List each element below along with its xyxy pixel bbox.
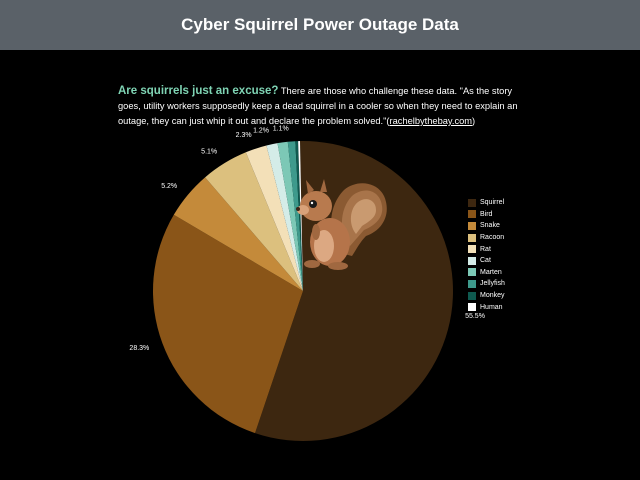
chart-legend: Squirrel Bird Snake Racoon Rat Cat Marten Jelly… <box>468 197 505 313</box>
legend-label: Racoon <box>480 234 505 242</box>
legend-label: Squirrel <box>480 199 505 207</box>
legend-item-squirrel: Squirrel <box>468 197 505 209</box>
legend-label: Human <box>480 303 503 311</box>
pie-slice-snake <box>173 177 303 291</box>
pie-slice-monkey <box>295 141 303 291</box>
legend-label: Cat <box>480 257 491 265</box>
legend-item-snake: Snake <box>468 220 505 232</box>
slice-label-racoon: 5.1% <box>201 148 217 155</box>
intro-lead: Are squirrels just an excuse? <box>118 85 279 97</box>
legend-swatch <box>468 279 476 288</box>
pie-slice-cat <box>266 143 303 291</box>
legend-item-human: Human <box>468 301 505 313</box>
pie-slice-human <box>298 141 303 291</box>
legend-label: Monkey <box>480 292 505 300</box>
legend-item-racoon: Racoon <box>468 232 505 244</box>
legend-item-bird: Bird <box>468 209 505 221</box>
squirrel-image <box>296 179 387 270</box>
pie-labels: 55.5% 28.3% 5.2% 5.1% 2.3%1.2% 1.1% <box>129 126 485 353</box>
legend-label: Rat <box>480 245 491 253</box>
legend-item-cat: Cat <box>468 255 505 267</box>
legend-swatch <box>468 221 476 230</box>
intro-text: There are those who challenge these data… <box>118 86 518 126</box>
legend-swatch <box>468 198 476 207</box>
pie-slice-racoon <box>205 152 303 291</box>
legend-swatch <box>468 210 476 219</box>
intro-tail: ) <box>472 116 476 126</box>
legend-label: Marten <box>480 268 502 276</box>
slice-label-cat: 1.2% <box>253 128 269 135</box>
legend-item-jellyfish: Jellyfish <box>468 278 505 290</box>
intro-paragraph: Are squirrels just an excuse? There are … <box>118 84 528 129</box>
legend-swatch <box>468 245 476 254</box>
slice-label-marten: 1.1% <box>273 126 289 133</box>
legend-swatch <box>468 268 476 277</box>
legend-swatch <box>468 303 476 312</box>
legend-swatch <box>468 256 476 265</box>
legend-label: Snake <box>480 222 500 230</box>
legend-item-rat: Rat <box>468 243 505 255</box>
slice-label-bird: 28.3% <box>129 345 149 352</box>
page-header: Cyber Squirrel Power Outage Data <box>0 0 640 50</box>
source-link[interactable]: rachelbythebay.com <box>389 116 473 126</box>
pie-slice-rat <box>245 145 303 291</box>
slice-label-snake: 5.2% <box>161 183 177 190</box>
legend-label: Bird <box>480 210 493 218</box>
legend-label: Jellyfish <box>480 280 505 288</box>
pie-slice-jellyfish <box>287 141 303 291</box>
slice-label-squirrel: 55.5% <box>465 313 485 320</box>
pie-slice-bird <box>153 214 303 434</box>
page-title: Cyber Squirrel Power Outage Data <box>181 15 459 34</box>
legend-swatch <box>468 233 476 242</box>
pie-slice-marten <box>277 141 303 291</box>
slice-label-rat: 2.3% <box>236 132 252 139</box>
legend-swatch <box>468 291 476 300</box>
legend-item-monkey: Monkey <box>468 290 505 302</box>
legend-item-marten: Marten <box>468 267 505 279</box>
